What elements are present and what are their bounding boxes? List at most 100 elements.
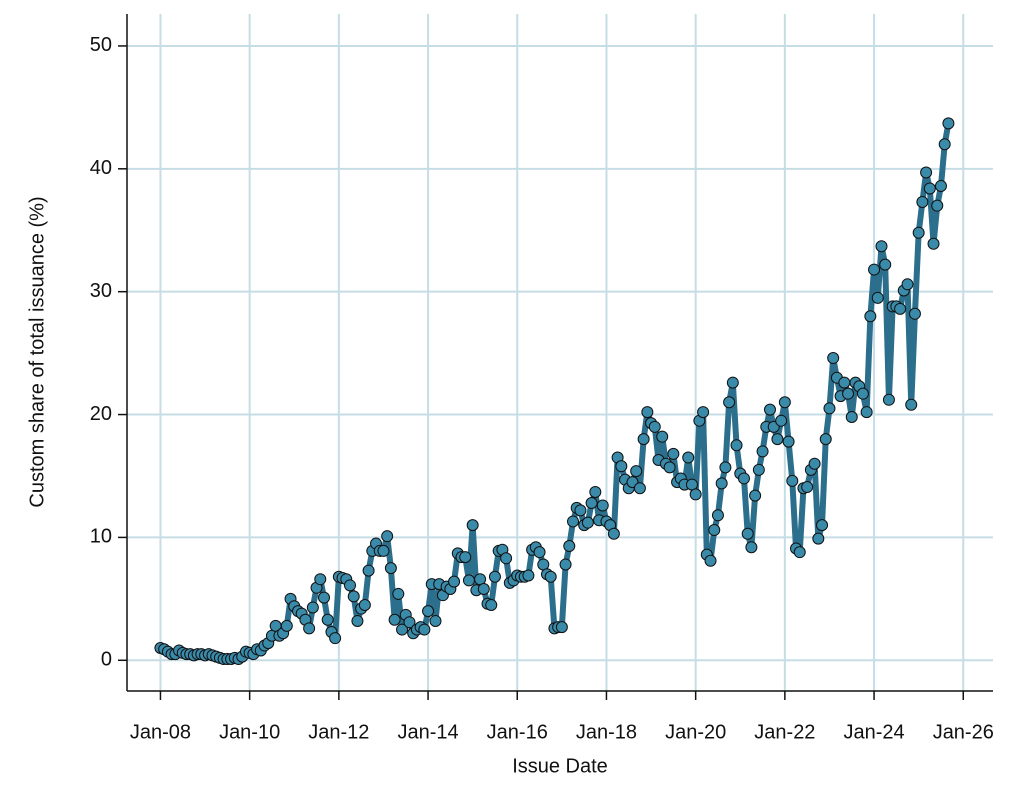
y-tick-label: 0 xyxy=(101,649,112,671)
data-point xyxy=(317,591,330,604)
data-point xyxy=(615,460,628,473)
data-point xyxy=(860,406,873,419)
x-tick-label: Jan-18 xyxy=(576,721,637,743)
x-tick-label: Jan-24 xyxy=(843,721,904,743)
data-point xyxy=(771,433,784,446)
data-point xyxy=(500,552,513,565)
data-point xyxy=(581,516,594,529)
x-axis-label: Issue Date xyxy=(512,755,608,777)
data-point xyxy=(596,499,609,512)
data-point xyxy=(923,182,936,195)
data-point xyxy=(637,433,650,446)
data-point xyxy=(351,614,364,627)
data-point xyxy=(321,613,334,626)
data-point xyxy=(812,532,825,545)
data-point xyxy=(533,546,546,559)
data-point xyxy=(749,489,762,502)
data-point xyxy=(589,485,602,498)
data-point xyxy=(641,406,654,419)
y-tick-label: 40 xyxy=(90,157,112,179)
data-point xyxy=(737,472,750,485)
data-point xyxy=(648,420,661,433)
data-point xyxy=(916,195,929,208)
data-point xyxy=(730,439,743,452)
data-point xyxy=(819,433,832,446)
data-point xyxy=(908,307,921,320)
data-point xyxy=(793,546,806,559)
data-point xyxy=(719,461,732,474)
data-point xyxy=(920,166,933,179)
data-point xyxy=(485,598,498,611)
data-point xyxy=(856,387,869,400)
data-point xyxy=(329,632,342,645)
data-point xyxy=(704,554,717,567)
x-tick-label: Jan-16 xyxy=(487,721,548,743)
grid xyxy=(127,14,993,691)
data-point xyxy=(544,570,557,583)
data-point xyxy=(462,574,475,587)
x-tick-label: Jan-22 xyxy=(754,721,815,743)
y-axis-label: Custom share of total issuance (%) xyxy=(26,196,48,507)
data-point xyxy=(723,396,736,409)
data-point xyxy=(801,481,814,494)
data-point xyxy=(656,430,669,443)
data-point xyxy=(448,575,461,588)
data-point xyxy=(466,519,479,532)
data-point xyxy=(934,180,947,193)
data-point xyxy=(745,541,758,554)
data-point xyxy=(905,398,918,411)
data-point xyxy=(607,527,620,540)
data-point xyxy=(816,519,829,532)
data-point xyxy=(697,406,710,419)
data-point xyxy=(882,393,895,406)
data-point xyxy=(845,411,858,424)
x-tick-label: Jan-12 xyxy=(308,721,369,743)
data-point xyxy=(585,497,598,510)
data-point xyxy=(377,544,390,557)
data-point xyxy=(715,477,728,490)
data-point xyxy=(726,376,739,389)
x-tick-label: Jan-20 xyxy=(665,721,726,743)
data-point xyxy=(827,352,840,365)
data-point xyxy=(306,601,319,614)
data-point xyxy=(879,258,892,271)
data-point xyxy=(358,598,371,611)
data-point xyxy=(381,530,394,543)
data-point xyxy=(864,310,877,323)
data-point xyxy=(522,569,535,582)
data-point xyxy=(663,461,676,474)
data-point xyxy=(392,587,405,600)
data-point xyxy=(708,524,721,537)
data-point xyxy=(667,447,680,460)
data-point xyxy=(778,396,791,409)
data-point xyxy=(894,302,907,315)
data-point xyxy=(741,527,754,540)
data-point xyxy=(868,263,881,276)
data-point xyxy=(912,226,925,239)
data-point xyxy=(875,240,888,253)
data-point xyxy=(384,562,397,575)
data-point xyxy=(786,474,799,487)
data-point xyxy=(775,414,788,427)
data-point xyxy=(938,138,951,151)
data-point xyxy=(823,402,836,415)
y-tick-label: 20 xyxy=(90,403,112,425)
data-point xyxy=(477,583,490,596)
data-point xyxy=(303,622,316,635)
data-point xyxy=(574,504,587,517)
data-point xyxy=(396,623,409,636)
data-point xyxy=(422,605,435,618)
data-point xyxy=(682,451,695,464)
data-point xyxy=(927,237,940,250)
data-point xyxy=(782,435,795,448)
data-point xyxy=(633,482,646,495)
data-point xyxy=(838,376,851,389)
data-point xyxy=(344,579,357,592)
data-point xyxy=(418,623,431,636)
data-point xyxy=(429,614,442,627)
x-tick-label: Jan-10 xyxy=(219,721,280,743)
data-point xyxy=(711,509,724,522)
data-point xyxy=(942,117,955,130)
